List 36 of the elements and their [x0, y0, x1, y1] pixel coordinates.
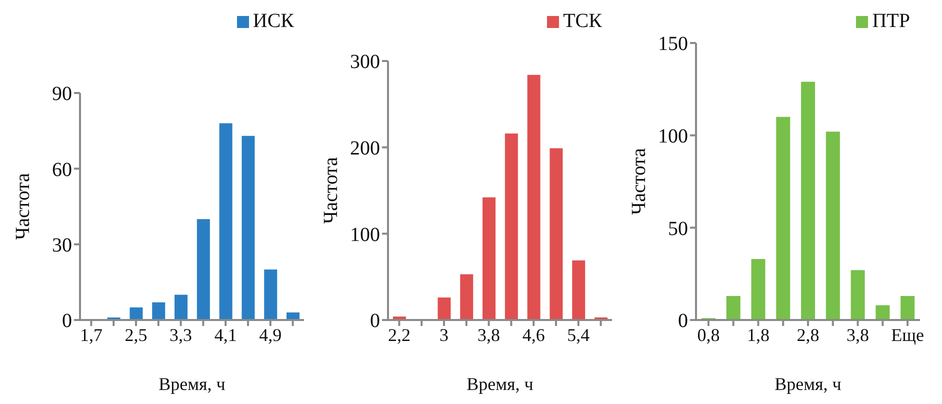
y-tick-label: 30 [52, 234, 72, 256]
y-tick-label: 300 [350, 51, 380, 74]
y-tick-label: 50 [668, 218, 688, 240]
x-tick-label: 3,8 [478, 324, 500, 345]
y-tick-label: 0 [678, 310, 688, 332]
x-tick-label: 3,3 [170, 324, 192, 345]
y-tick-label: 150 [658, 33, 688, 56]
y-axis-title: Частота [12, 172, 34, 240]
legend-label: ТСК [563, 10, 602, 32]
y-tick-label: 60 [52, 158, 72, 181]
x-tick-label: 2,5 [124, 324, 148, 345]
y-axis-title: Частота [628, 148, 650, 215]
legend-label: ИСК [252, 10, 294, 32]
y-tick-label: 100 [658, 125, 688, 148]
x-tick-label: 1,7 [80, 324, 102, 345]
x-tick-label: 4,1 [214, 324, 237, 345]
x-tick-label: 2,8 [796, 324, 820, 345]
x-tick-label: 5,4 [567, 324, 590, 345]
y-tick-label: 100 [350, 224, 380, 246]
legend-label: ПТР [872, 10, 910, 32]
x-tick-label: 3 [440, 324, 448, 345]
x-tick-label: 4,9 [259, 324, 282, 345]
x-tick-label: 3,8 [846, 324, 870, 345]
x-tick-label: 4,6 [522, 324, 545, 345]
x-axis-title: Время, ч [158, 374, 226, 394]
x-tick-label: 1,8 [746, 324, 770, 345]
y-tick-label: 90 [52, 83, 72, 106]
y-tick-label: 0 [370, 310, 380, 332]
y-tick-label: 200 [350, 137, 380, 160]
x-tick-label: Еще [891, 324, 924, 345]
x-axis-title: Время, ч [466, 374, 534, 394]
x-axis-title: Время, ч [774, 374, 842, 394]
x-tick-label: 0,8 [697, 324, 720, 345]
y-tick-label: 0 [62, 310, 72, 332]
x-tick-label: 2,2 [388, 324, 410, 345]
y-axis-title: Частота [320, 156, 342, 224]
